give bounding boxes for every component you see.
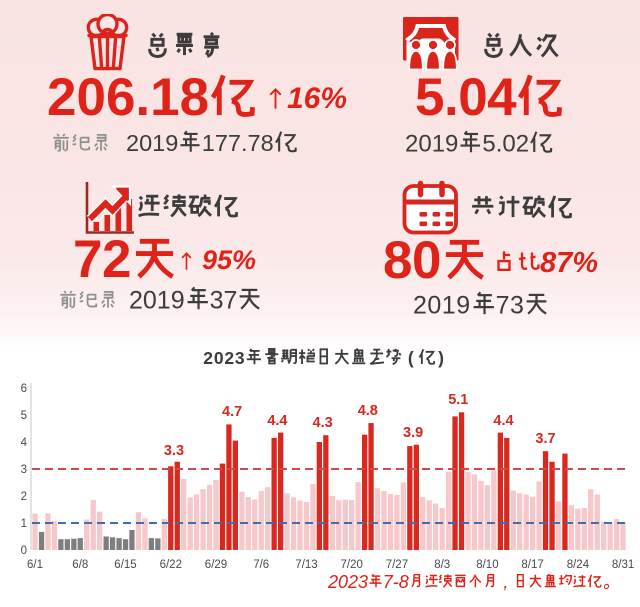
- svg-text:7/6: 7/6: [253, 559, 269, 571]
- svg-text:4.8: 4.8: [358, 403, 378, 419]
- svg-text:6/8: 6/8: [72, 559, 88, 571]
- svg-text:7/27: 7/27: [386, 559, 408, 571]
- svg-text:6/15: 6/15: [114, 559, 136, 571]
- svg-text:8/24: 8/24: [567, 559, 590, 571]
- svg-text:6: 6: [21, 383, 27, 395]
- svg-text:7/20: 7/20: [341, 559, 363, 571]
- svg-text:2: 2: [21, 491, 27, 503]
- svg-text:3.9: 3.9: [403, 425, 423, 441]
- svg-text:4.3: 4.3: [313, 415, 333, 431]
- svg-text:4.4: 4.4: [267, 413, 287, 429]
- svg-text:4.4: 4.4: [493, 413, 513, 429]
- svg-text:6/22: 6/22: [160, 559, 182, 571]
- svg-text:3: 3: [21, 464, 27, 476]
- svg-text:4: 4: [21, 437, 28, 449]
- svg-text:5: 5: [21, 410, 27, 422]
- svg-text:0: 0: [21, 545, 27, 557]
- svg-text:8/17: 8/17: [521, 559, 543, 571]
- svg-text:3.3: 3.3: [164, 443, 184, 459]
- svg-text:1: 1: [21, 518, 27, 530]
- svg-text:5.1: 5.1: [448, 392, 468, 408]
- svg-text:6/29: 6/29: [205, 559, 227, 571]
- svg-text:4.7: 4.7: [222, 404, 242, 420]
- svg-text:8/10: 8/10: [476, 559, 498, 571]
- svg-text:3.7: 3.7: [535, 431, 555, 447]
- svg-text:8/3: 8/3: [434, 559, 450, 571]
- svg-text:8/31: 8/31: [612, 559, 634, 571]
- svg-text:7/13: 7/13: [295, 559, 317, 571]
- svg-text:6/1: 6/1: [27, 559, 43, 571]
